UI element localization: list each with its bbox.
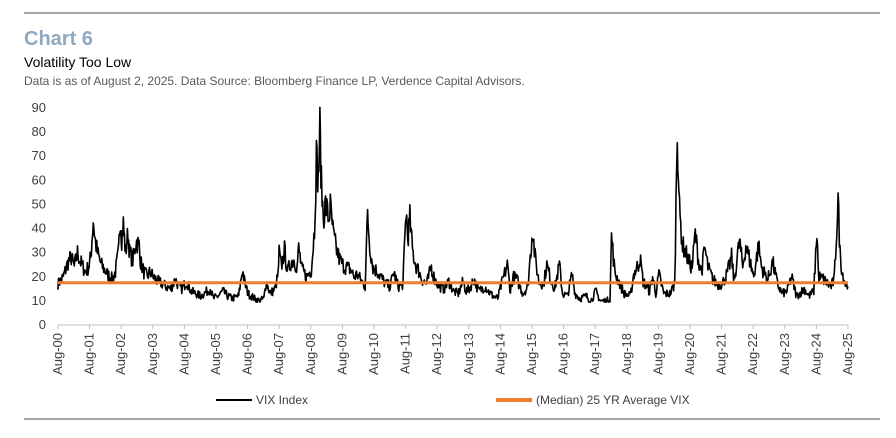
y-tick-label: 10 xyxy=(32,293,46,308)
x-tick-label: Aug-09 xyxy=(334,333,349,375)
chart-title: Volatility Too Low xyxy=(24,54,132,70)
chart-number-label: Chart 6 xyxy=(24,28,93,50)
x-tick-label: Aug-10 xyxy=(366,333,381,375)
x-tick-label: Aug-11 xyxy=(398,333,413,374)
x-tick-label: Aug-24 xyxy=(808,333,823,375)
x-tick-label: Aug-25 xyxy=(840,333,855,375)
x-tick-label: Aug-20 xyxy=(682,333,697,375)
x-tick-label: Aug-14 xyxy=(492,333,507,375)
x-tick-label: Aug-01 xyxy=(82,333,97,375)
y-tick-label: 30 xyxy=(32,245,46,260)
x-tick-label: Aug-02 xyxy=(113,333,128,375)
top-rule xyxy=(24,12,880,14)
y-tick-label: 50 xyxy=(32,196,46,211)
x-tick-label: Aug-08 xyxy=(303,333,318,375)
legend-label-vix: VIX Index xyxy=(256,393,308,407)
x-tick-label: Aug-03 xyxy=(145,333,160,375)
y-tick-label: 90 xyxy=(32,100,46,115)
y-tick-label: 0 xyxy=(39,317,46,332)
legend: VIX Index (Median) 25 YR Average VIX xyxy=(216,393,690,407)
x-tick-label: Aug-16 xyxy=(556,333,571,375)
x-tick-label: Aug-04 xyxy=(176,333,191,375)
axes-group: 0 10 20 30 40 50 60 70 80 90 Aug-00 Aug-01 Aug-02 Aug… xyxy=(32,100,855,375)
x-tick-label: Aug-18 xyxy=(619,333,634,375)
legend-label-median: (Median) 25 YR Average VIX xyxy=(536,393,690,407)
x-tick-label: Aug-15 xyxy=(524,333,539,375)
x-tick-label: Aug-07 xyxy=(271,333,286,375)
y-tick-label: 40 xyxy=(32,221,46,236)
series-group xyxy=(57,106,849,303)
x-tick-label: Aug-05 xyxy=(208,333,223,375)
y-tick-label: 80 xyxy=(32,124,46,139)
x-tick-label: Aug-06 xyxy=(240,333,255,375)
y-tick-label: 70 xyxy=(32,148,46,163)
chart-source-note: Data is as of August 2, 2025. Data Sourc… xyxy=(24,74,525,88)
vix-index-line xyxy=(57,106,849,303)
y-tick-label: 60 xyxy=(32,172,46,187)
x-tick-label: Aug-00 xyxy=(50,333,65,375)
x-tick-label: Aug-21 xyxy=(714,333,729,375)
x-tick-label: Aug-22 xyxy=(745,333,760,375)
x-tick-label: Aug-23 xyxy=(777,333,792,375)
x-tick-label: Aug-12 xyxy=(429,333,444,375)
x-tick-label: Aug-17 xyxy=(587,333,602,375)
bottom-rule xyxy=(24,418,880,420)
y-tick-label: 20 xyxy=(32,269,46,284)
x-tick-label: Aug-13 xyxy=(461,333,476,375)
x-tick-label: Aug-19 xyxy=(650,333,665,375)
